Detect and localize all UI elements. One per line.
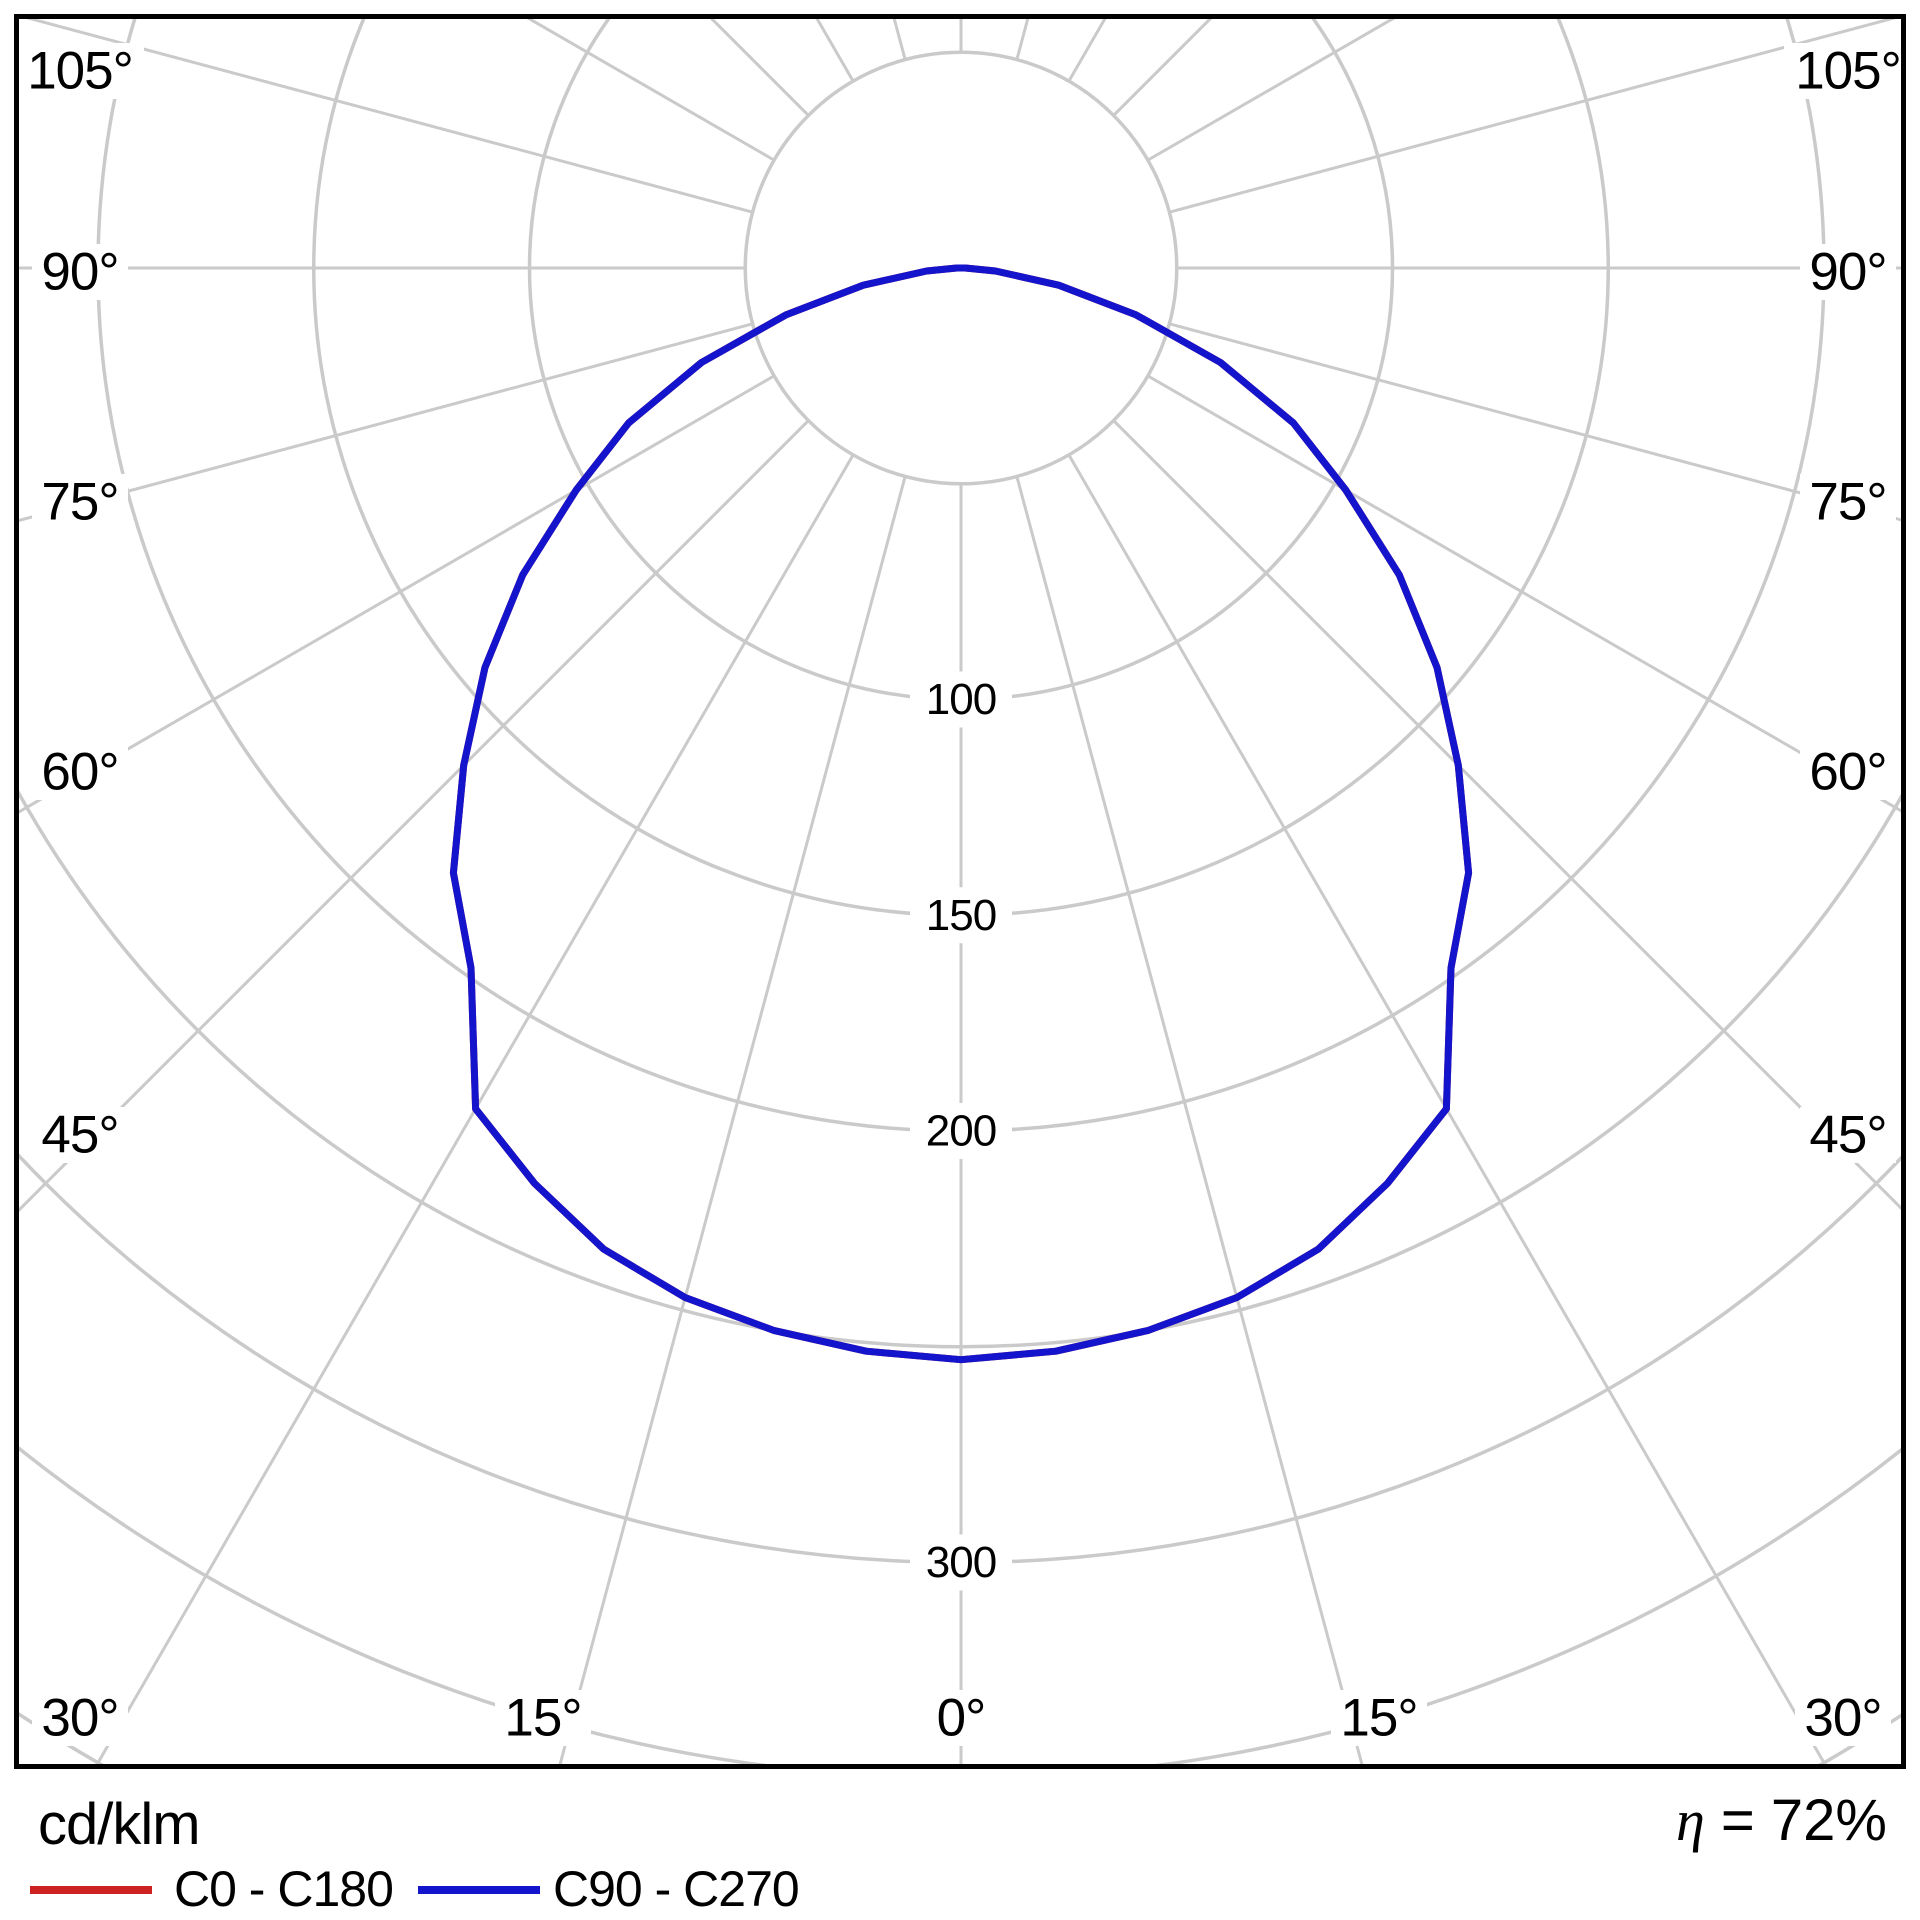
svg-text:15°: 15° bbox=[1340, 1689, 1417, 1748]
svg-text:200: 200 bbox=[926, 1107, 996, 1156]
svg-text:90°: 90° bbox=[1809, 243, 1886, 302]
svg-text:105°: 105° bbox=[1795, 42, 1901, 101]
svg-text:90°: 90° bbox=[41, 243, 118, 302]
eta-symbol: η bbox=[1676, 1788, 1705, 1853]
efficiency-label: η = 72% bbox=[1676, 1792, 1887, 1850]
svg-text:100: 100 bbox=[926, 675, 996, 724]
svg-text:150: 150 bbox=[926, 891, 996, 940]
svg-text:105°: 105° bbox=[27, 42, 133, 101]
svg-text:300: 300 bbox=[926, 1538, 996, 1587]
svg-text:30°: 30° bbox=[41, 1689, 118, 1748]
unit-label: cd/klm bbox=[38, 1792, 201, 1857]
legend-swatch-c0-c180 bbox=[30, 1886, 152, 1894]
svg-text:75°: 75° bbox=[41, 473, 118, 532]
svg-text:15°: 15° bbox=[504, 1689, 581, 1748]
svg-text:60°: 60° bbox=[41, 743, 118, 802]
svg-text:45°: 45° bbox=[41, 1106, 118, 1165]
legend-swatch-c90-c270 bbox=[418, 1886, 540, 1894]
svg-text:60°: 60° bbox=[1809, 743, 1886, 802]
legend-label-c90-c270: C90 - C270 bbox=[553, 1861, 800, 1917]
svg-text:0°: 0° bbox=[937, 1689, 986, 1748]
efficiency-value: = 72% bbox=[1704, 1788, 1887, 1853]
svg-text:75°: 75° bbox=[1809, 473, 1886, 532]
svg-text:30°: 30° bbox=[1804, 1689, 1881, 1748]
legend: C0 - C180 C90 - C270 bbox=[0, 1860, 1920, 1920]
svg-text:45°: 45° bbox=[1809, 1106, 1886, 1165]
legend-label-c0-c180: C0 - C180 bbox=[174, 1861, 394, 1917]
